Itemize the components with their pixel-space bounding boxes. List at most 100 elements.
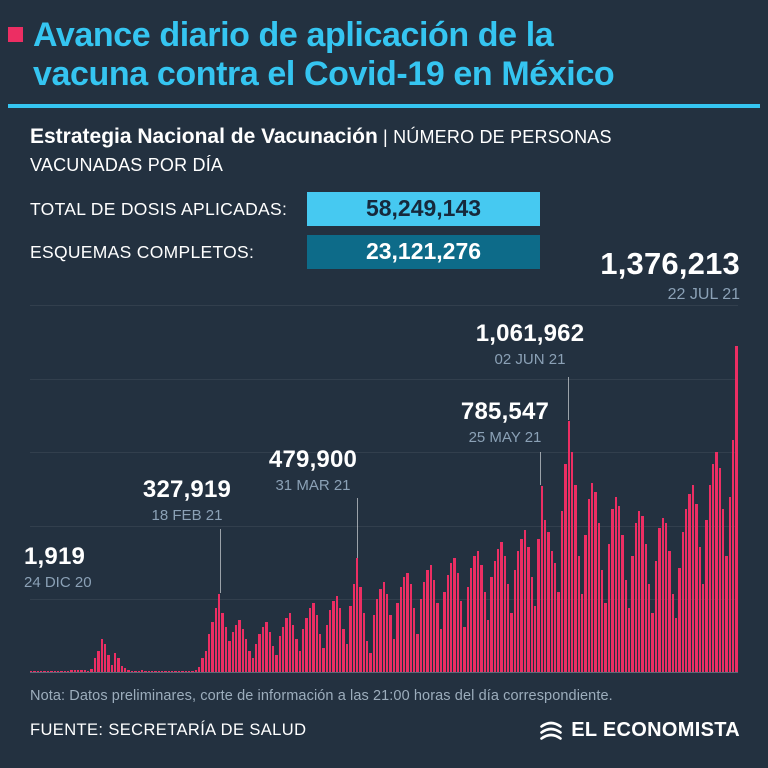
bar [617,506,621,672]
bar [305,617,308,672]
bar [604,603,607,672]
annotation-value: 785,547 [460,398,550,425]
bar [671,593,674,672]
annotation-date: 02 JUN 21 [494,351,566,368]
bar [372,615,376,672]
bar [285,617,288,672]
bar [40,670,43,672]
bar [83,670,87,672]
bar [379,589,382,672]
bar [228,641,231,672]
bar [611,508,614,672]
bar [416,634,419,672]
annotation-18-feb-21: 327,919 18 FEB 21 [143,476,231,524]
page-title: Avance diario de aplicación de la vacuna… [33,16,615,95]
bar [570,451,574,672]
gridline [30,305,738,306]
bar [436,603,439,672]
bar [161,670,164,672]
bar [587,499,591,672]
bar [594,492,597,672]
subtitle: Estrategia Nacional de Vacunación | NÚME… [30,121,700,180]
bar [540,486,543,672]
el-economista-logo-icon [539,718,563,742]
bar [288,612,292,672]
complete-schemes-value: 23,121,276 [307,235,540,270]
gridline [30,452,738,454]
bar [248,650,251,672]
bar [520,539,523,672]
bar [46,670,50,672]
bar [664,522,668,672]
annotation-31-mar-21: 479,900 31 MAR 21 [269,446,357,494]
bar [624,579,627,672]
bar [97,650,100,672]
bar [517,551,520,672]
annotation-leader-line [220,529,221,593]
bar [80,669,83,672]
bar [668,551,671,672]
bar [325,624,328,672]
bar [644,544,648,672]
bar [476,551,480,672]
bar [365,641,369,672]
bar [271,645,275,672]
bar [362,612,365,672]
subtitle-description: | NÚMERO DE PERSONAS VACUNADAS POR DÍA [30,126,612,176]
bar [147,670,150,672]
bar [523,529,527,672]
bar [268,631,271,672]
bar [701,584,705,672]
bar [93,657,97,672]
bar [36,670,40,672]
bar [389,615,392,672]
annotation-value: 1,061,962 [475,320,585,347]
bar [295,638,298,672]
bar [140,670,144,672]
bar [470,567,473,672]
annotation-value: 1,919 [24,543,86,570]
annotation-date: 31 MAR 21 [275,477,351,494]
bar [127,669,130,672]
bar [204,650,208,672]
bar [110,664,113,672]
bar [107,655,110,672]
bar [382,582,386,672]
bar [496,548,500,672]
bar [218,594,221,672]
bar [130,670,134,672]
bar [181,670,184,672]
bar [137,670,140,672]
bar [238,619,241,672]
bar [221,612,224,672]
gridline [30,525,738,527]
bar [134,670,137,672]
bar [426,570,429,672]
bar [332,600,335,672]
bar [732,439,735,672]
bar [177,670,181,672]
bar [275,655,278,672]
bar [463,627,466,672]
bar [530,577,533,672]
bar [30,670,33,672]
bar [443,591,446,672]
annotation-date: 25 MAY 21 [468,429,542,446]
bar [537,539,540,672]
bar [678,567,681,672]
bar [533,605,537,672]
bar [33,670,36,672]
bar [56,670,60,672]
bar [174,670,177,672]
bar [342,629,345,672]
bar [557,591,560,672]
bar [43,670,46,672]
publisher-logo: EL ECONOMISTA [539,718,740,742]
bar [231,631,234,672]
bar [184,670,187,672]
bar [507,584,510,672]
bar [433,579,436,672]
bar [429,565,433,672]
bar [73,670,77,672]
bar [460,600,463,672]
